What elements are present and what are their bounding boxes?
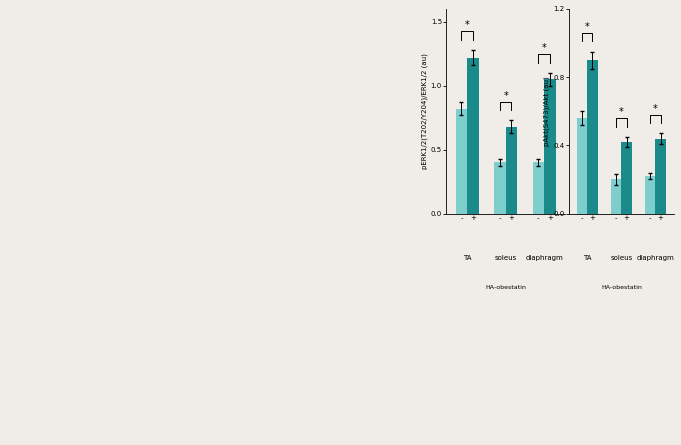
Text: diaphragm: diaphragm xyxy=(637,255,674,260)
Bar xyxy=(655,138,665,214)
Text: *: * xyxy=(541,44,546,53)
Bar xyxy=(505,126,517,214)
Text: TA: TA xyxy=(463,255,471,260)
Bar xyxy=(533,162,544,214)
Text: *: * xyxy=(465,20,470,30)
Text: HA-obestatin: HA-obestatin xyxy=(485,285,526,290)
Bar xyxy=(612,179,621,214)
Text: soleus: soleus xyxy=(494,255,517,260)
Text: *: * xyxy=(619,107,624,117)
Text: diaphragm: diaphragm xyxy=(525,255,563,260)
Y-axis label: pAkt(S473)/Akt (au): pAkt(S473)/Akt (au) xyxy=(544,77,550,146)
Bar xyxy=(587,60,598,214)
Bar xyxy=(544,79,556,214)
Text: soleus: soleus xyxy=(610,255,633,260)
Bar xyxy=(467,57,479,214)
Y-axis label: pERK1/2(T202/Y204)/ERK1/2 (au): pERK1/2(T202/Y204)/ERK1/2 (au) xyxy=(422,53,428,169)
Bar xyxy=(577,118,587,214)
Bar xyxy=(456,109,467,214)
Text: *: * xyxy=(503,91,508,101)
Text: *: * xyxy=(653,104,658,114)
Bar xyxy=(494,162,505,214)
Bar xyxy=(645,176,655,214)
Text: *: * xyxy=(585,22,590,32)
Text: HA-obestatin: HA-obestatin xyxy=(601,285,642,290)
Bar xyxy=(621,142,631,214)
Text: TA: TA xyxy=(583,255,592,260)
